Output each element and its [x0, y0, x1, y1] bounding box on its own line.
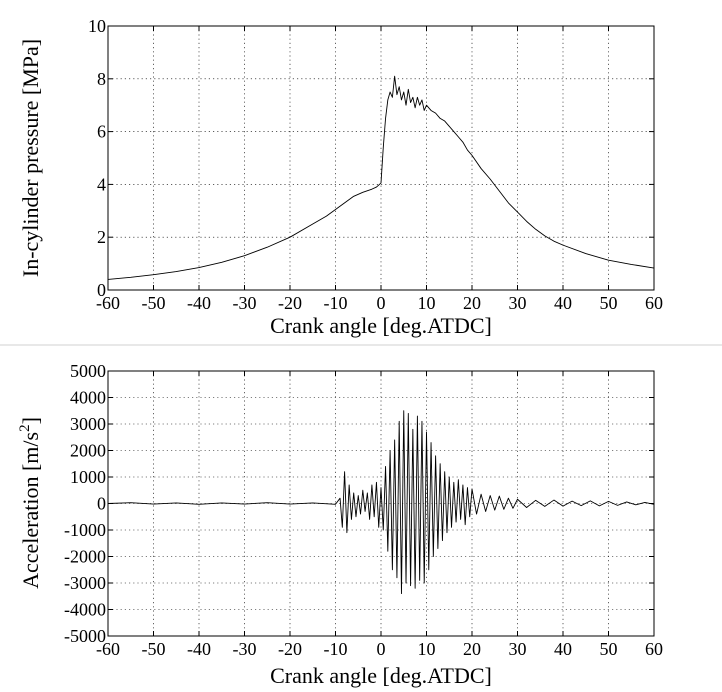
chart-1-x-tick-label: 0 — [377, 639, 386, 659]
chart-0-x-tick-label: -20 — [278, 293, 302, 313]
chart-1-x-tick-label: 20 — [463, 639, 481, 659]
chart-0-y-axis-label: In-cylinder pressure [MPa] — [18, 39, 43, 277]
chart-0-x-tick-label: -10 — [324, 293, 348, 313]
chart-1-y-tick-label: -3000 — [64, 573, 106, 593]
chart-1-y-tick-label: 3000 — [70, 414, 106, 434]
chart-0-x-tick-label: -30 — [233, 293, 257, 313]
chart-1-y-tick-label: 0 — [97, 494, 106, 514]
chart-0-y-tick-label: 8 — [97, 69, 106, 89]
chart-1-y-tick-label: -2000 — [64, 547, 106, 567]
chart-0-plot-frame — [107, 25, 655, 291]
chart-1-plot-frame — [107, 370, 655, 637]
chart-1-x-tick-label: -30 — [233, 639, 257, 659]
chart-1-x-tick-label: 10 — [418, 639, 436, 659]
chart-0-series-line-0 — [107, 75, 655, 280]
acceleration-chart: -60 -50 -40 -30 -20 -10 0 10 20 30 40 50 60 -5000 -400… — [17, 361, 663, 688]
chart-1-x-tick-label: -20 — [278, 639, 302, 659]
chart-0-x-tick-label: 10 — [418, 293, 436, 313]
chart-0-x-tick-label: 20 — [463, 293, 481, 313]
chart-0-x-tick-label: -40 — [187, 293, 211, 313]
chart-1-y-tick-label: 4000 — [70, 388, 106, 408]
chart-1-x-tick-label: 30 — [509, 639, 527, 659]
chart-1-y-tick-label: -4000 — [64, 600, 106, 620]
chart-0-x-tick-label: 60 — [645, 293, 663, 313]
chart-1-y-tick-label: 5000 — [70, 361, 106, 381]
chart-1-y-axis-label: Acceleration [m/s2] — [17, 417, 43, 589]
chart-1-x-tick-label: 60 — [645, 639, 663, 659]
chart-1-x-tick-label: 50 — [600, 639, 618, 659]
chart-1-y-tick-label: -5000 — [64, 626, 106, 646]
chart-0-x-tick-label: 30 — [509, 293, 527, 313]
chart-0-x-tick-label: 40 — [554, 293, 572, 313]
chart-1-x-tick-label: 40 — [554, 639, 572, 659]
chart-0-x-axis-label: Crank angle [deg.ATDC] — [270, 313, 492, 338]
chart-0-x-tick-label: -50 — [142, 293, 166, 313]
chart-1-x-tick-label: -10 — [324, 639, 348, 659]
chart-0-y-tick-label: 10 — [88, 16, 106, 36]
chart-1-y-tick-label: 2000 — [70, 441, 106, 461]
chart-1-y-tick-label: 1000 — [70, 467, 106, 487]
chart-1-x-tick-label: -50 — [142, 639, 166, 659]
pressure-chart: -60 -50 -40 -30 -20 -10 0 10 20 30 40 50 600246810Cr… — [18, 16, 663, 338]
chart-0-y-tick-label: 2 — [97, 227, 106, 247]
chart-0-y-tick-label: 0 — [97, 280, 106, 300]
chart-1-x-tick-label: -40 — [187, 639, 211, 659]
chart-0-x-tick-label: 50 — [600, 293, 618, 313]
chart-1-x-tick-label: -60 — [96, 639, 120, 659]
chart-0-x-tick-label: 0 — [377, 293, 386, 313]
chart-0-y-tick-label: 4 — [97, 174, 106, 194]
chart-0-y-tick-label: 6 — [97, 122, 106, 142]
chart-0-x-tick-label: -60 — [96, 293, 120, 313]
chart-1-x-axis-label: Crank angle [deg.ATDC] — [270, 663, 492, 688]
chart-1-y-tick-label: -1000 — [64, 520, 106, 540]
chart-1-series-line-0 — [107, 410, 655, 595]
